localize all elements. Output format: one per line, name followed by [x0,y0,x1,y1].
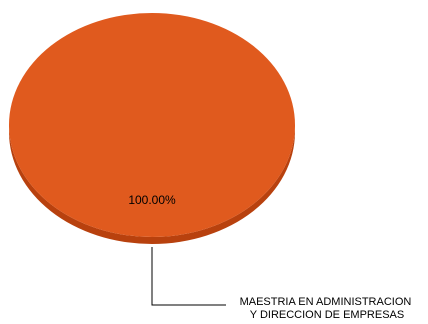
category-label-line-1: MAESTRIA EN ADMINISTRACION [240,296,412,308]
category-label: MAESTRIA EN ADMINISTRACION Y DIRECCION D… [240,296,415,321]
leader-line [151,247,226,306]
pie-slice [9,13,295,237]
pie-group [9,13,295,244]
data-label: 100.00% [128,193,176,207]
category-label-line-2: Y DIRECCION DE EMPRESAS [250,309,404,321]
